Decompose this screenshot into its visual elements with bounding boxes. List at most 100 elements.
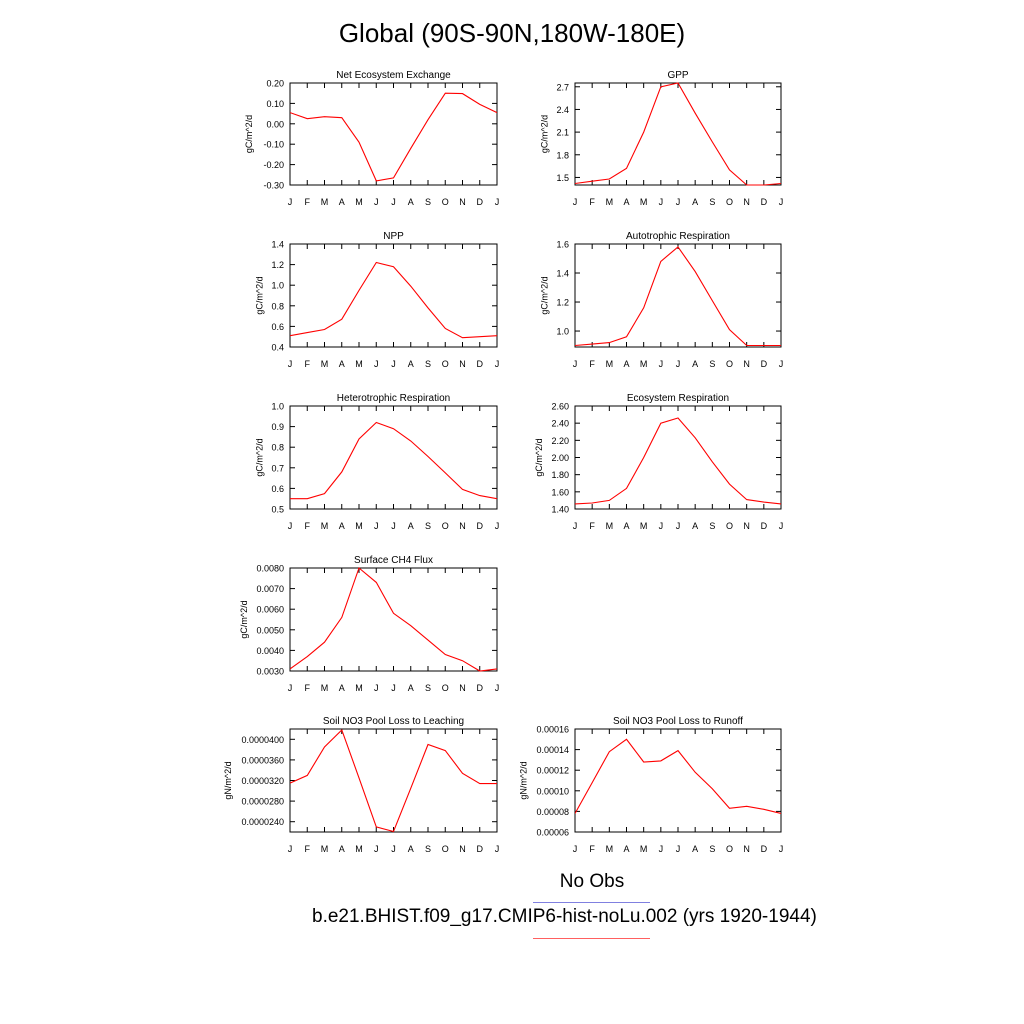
- page-title: Global (90S-90N,180W-180E): [338, 18, 686, 48]
- y-tick-label: 2.4: [556, 105, 569, 115]
- x-tick-label: D: [761, 521, 768, 531]
- x-tick-label: A: [623, 844, 629, 854]
- y-tick-label: 2.60: [551, 402, 569, 412]
- x-tick-label: D: [761, 359, 768, 369]
- x-tick-label: D: [761, 844, 768, 854]
- x-tick-label: N: [743, 359, 750, 369]
- series-line: [290, 261, 497, 339]
- x-tick-label: A: [408, 359, 414, 369]
- x-tick-label: A: [408, 521, 414, 531]
- x-tick-label: J: [573, 844, 578, 854]
- x-tick-label: A: [623, 197, 629, 207]
- x-tick-label: M: [640, 521, 648, 531]
- x-tick-label: J: [659, 521, 664, 531]
- x-tick-label: M: [321, 844, 329, 854]
- x-tick-label: F: [305, 521, 311, 531]
- x-tick-label: M: [321, 683, 329, 693]
- chart-frame: [289, 82, 498, 186]
- chart-title: Autotrophic Respiration: [626, 231, 730, 242]
- legend-model-line: [533, 938, 650, 939]
- x-tick-label: J: [779, 359, 784, 369]
- x-tick-label: N: [459, 197, 466, 207]
- y-tick-label: -0.20: [263, 160, 284, 170]
- x-tick-label: J: [779, 521, 784, 531]
- x-tick-label: S: [709, 359, 715, 369]
- y-tick-label: 0.0000320: [241, 776, 284, 786]
- x-tick-label: N: [459, 683, 466, 693]
- chart-title: NPP: [383, 231, 404, 242]
- series-line: [290, 729, 497, 833]
- x-tick-label: O: [726, 359, 733, 369]
- y-tick-label: 0.00016: [536, 725, 569, 735]
- x-tick-label: J: [659, 844, 664, 854]
- x-tick-label: M: [606, 197, 614, 207]
- x-tick-label: A: [408, 844, 414, 854]
- y-tick-label: 0.0000400: [241, 735, 284, 745]
- x-tick-label: A: [408, 197, 414, 207]
- chart-title: Net Ecosystem Exchange: [336, 70, 451, 81]
- x-tick-label: A: [692, 359, 698, 369]
- y-tick-label: 1.4: [556, 269, 569, 279]
- legend-obs-label: No Obs: [559, 871, 625, 892]
- x-tick-label: J: [374, 844, 379, 854]
- y-tick-label: 0.0050: [256, 625, 284, 635]
- y-tick-label: 1.6: [556, 240, 569, 250]
- chart-title: Heterotrophic Respiration: [337, 393, 450, 404]
- x-tick-label: J: [676, 521, 681, 531]
- y-tick-label: 0.8: [271, 301, 284, 311]
- y-tick-label: 0.6: [271, 322, 284, 332]
- y-tick-label: 1.4: [271, 240, 284, 250]
- series-line: [290, 92, 497, 182]
- x-tick-label: J: [573, 521, 578, 531]
- x-tick-label: N: [459, 521, 466, 531]
- y-tick-label: 0.00: [266, 119, 284, 129]
- chart-frame: [574, 405, 782, 510]
- y-tick-label: -0.30: [263, 181, 284, 191]
- y-tick-label: 1.0: [271, 281, 284, 291]
- x-tick-label: J: [676, 844, 681, 854]
- y-axis-label: gN/m^2/d: [223, 761, 233, 799]
- x-tick-label: S: [709, 521, 715, 531]
- x-tick-label: M: [606, 359, 614, 369]
- y-tick-label: 0.0070: [256, 584, 284, 594]
- x-tick-label: O: [726, 197, 733, 207]
- x-tick-label: J: [374, 521, 379, 531]
- y-axis-label: gC/m^2/d: [539, 276, 549, 314]
- x-tick-label: J: [374, 359, 379, 369]
- x-tick-label: J: [659, 197, 664, 207]
- x-tick-label: J: [495, 844, 500, 854]
- x-tick-label: F: [589, 844, 595, 854]
- x-tick-label: M: [355, 683, 363, 693]
- x-tick-label: A: [692, 844, 698, 854]
- chart-title: Surface CH4 Flux: [354, 555, 433, 566]
- x-tick-label: J: [676, 197, 681, 207]
- x-tick-label: F: [305, 359, 311, 369]
- y-tick-label: 0.10: [266, 99, 284, 109]
- x-tick-label: J: [573, 197, 578, 207]
- y-tick-label: 0.00014: [536, 745, 569, 755]
- y-tick-label: 0.00012: [536, 766, 569, 776]
- y-axis-label: gN/m^2/d: [519, 761, 529, 799]
- x-tick-label: M: [321, 359, 329, 369]
- legend-model-label: b.e21.BHIST.f09_g17.CMIP6-hist-noLu.002 …: [312, 906, 817, 927]
- x-tick-label: N: [743, 521, 750, 531]
- x-tick-label: N: [743, 197, 750, 207]
- chart-frame: [289, 728, 498, 833]
- chart-title: GPP: [667, 70, 688, 81]
- x-tick-label: D: [477, 197, 484, 207]
- y-axis-label: gC/m^2/d: [254, 276, 264, 314]
- x-tick-label: J: [288, 844, 293, 854]
- y-tick-label: 0.9: [271, 422, 284, 432]
- x-tick-label: J: [779, 197, 784, 207]
- y-tick-label: 0.00010: [536, 786, 569, 796]
- y-tick-label: -0.10: [263, 140, 284, 150]
- x-tick-label: A: [339, 521, 345, 531]
- y-axis-label: gC/m^2/d: [244, 115, 254, 153]
- chart-frame: [574, 728, 782, 833]
- x-tick-label: J: [391, 521, 396, 531]
- x-tick-label: N: [743, 844, 750, 854]
- x-tick-label: S: [425, 844, 431, 854]
